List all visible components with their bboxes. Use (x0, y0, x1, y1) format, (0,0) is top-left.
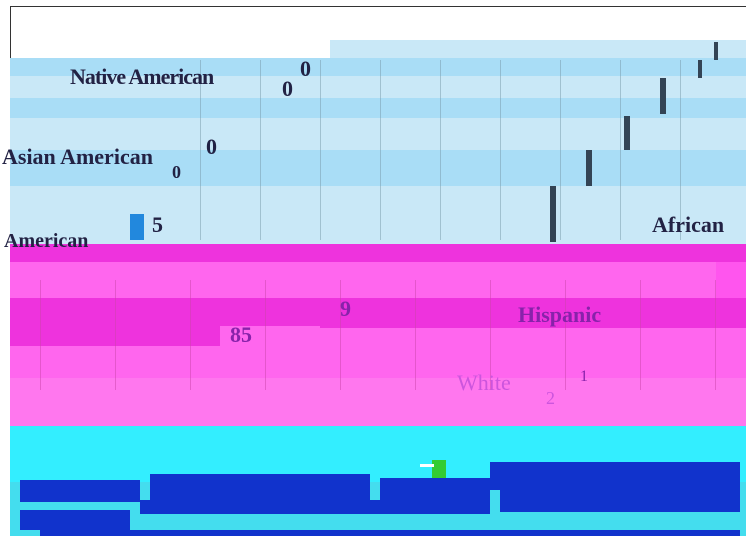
white-dash (420, 464, 434, 467)
category-label-native-american: Native American (70, 64, 214, 89)
value-label-asian-1: 0 (206, 134, 217, 159)
value-label-asian-2: 0 (172, 162, 181, 182)
gridline-upper-3 (380, 60, 381, 240)
gridline-pink-8 (640, 280, 641, 390)
gridline-pink-1 (115, 280, 116, 390)
gridline-upper-5 (500, 60, 501, 240)
bar-tick-5 (550, 186, 556, 242)
category-label-white: White (457, 370, 511, 395)
glitch-blue-2 (380, 478, 490, 502)
gridline-pink-5 (415, 280, 416, 390)
value-label-white: 85 (230, 322, 252, 347)
upper-band-2 (10, 76, 746, 98)
gridline-upper-8 (680, 60, 681, 240)
gridline-upper-4 (440, 60, 441, 240)
glitch-blue-1 (150, 474, 370, 502)
upper-band-1 (10, 58, 746, 76)
glitch-blue-0 (20, 480, 140, 502)
upper-band-3 (10, 98, 746, 118)
value-label-american: 5 (152, 212, 163, 237)
gridline-upper-0 (200, 60, 201, 240)
gridline-upper-2 (320, 60, 321, 240)
green-mark (432, 460, 446, 478)
frame-top (10, 6, 746, 7)
gridline-pink-3 (265, 280, 266, 390)
bar-tick-2 (660, 78, 666, 114)
gridline-pink-4 (340, 280, 341, 390)
pink-band-1 (10, 262, 746, 298)
value-label-small-2: 2 (546, 388, 555, 408)
gridline-pink-0 (40, 280, 41, 390)
value-label-native-1: 0 (300, 56, 311, 81)
category-label-asian-american: Asian American (2, 144, 153, 169)
bar-tick-0 (714, 42, 718, 60)
glitch-blue-5 (20, 510, 130, 530)
gridline-pink-6 (490, 280, 491, 390)
glitch-blue-3 (490, 462, 740, 490)
bar-tick-4 (586, 150, 592, 186)
frame-left (10, 6, 11, 58)
upper-band-0 (330, 40, 746, 58)
pink-block-right (716, 262, 746, 298)
value-label-native-2: 0 (282, 76, 293, 101)
upper-band-5 (10, 150, 746, 186)
pink-white-gap (220, 326, 320, 346)
bar-tick-1 (698, 60, 702, 78)
category-label-american: American (4, 230, 89, 252)
value-label-hispanic: 9 (340, 296, 351, 321)
gridline-pink-2 (190, 280, 191, 390)
upper-band-4 (10, 118, 746, 150)
pink-band-4 (10, 378, 746, 426)
upper-band-6 (10, 186, 746, 244)
gridline-upper-6 (560, 60, 561, 240)
gridline-pink-7 (565, 280, 566, 390)
bar-tick-3 (624, 116, 630, 150)
gridline-upper-7 (620, 60, 621, 240)
value-label-small-1: 1 (580, 368, 588, 385)
american-bar (130, 214, 144, 240)
pink-band-0 (10, 244, 746, 262)
category-label-african: African (652, 212, 725, 237)
glitch-blue-4 (500, 490, 740, 512)
glitch-blue-6 (140, 500, 490, 514)
gridline-pink-9 (715, 280, 716, 390)
glitch-blue-7 (40, 530, 740, 536)
category-label-hispanic: Hispanic (518, 302, 602, 327)
gridline-upper-1 (260, 60, 261, 240)
